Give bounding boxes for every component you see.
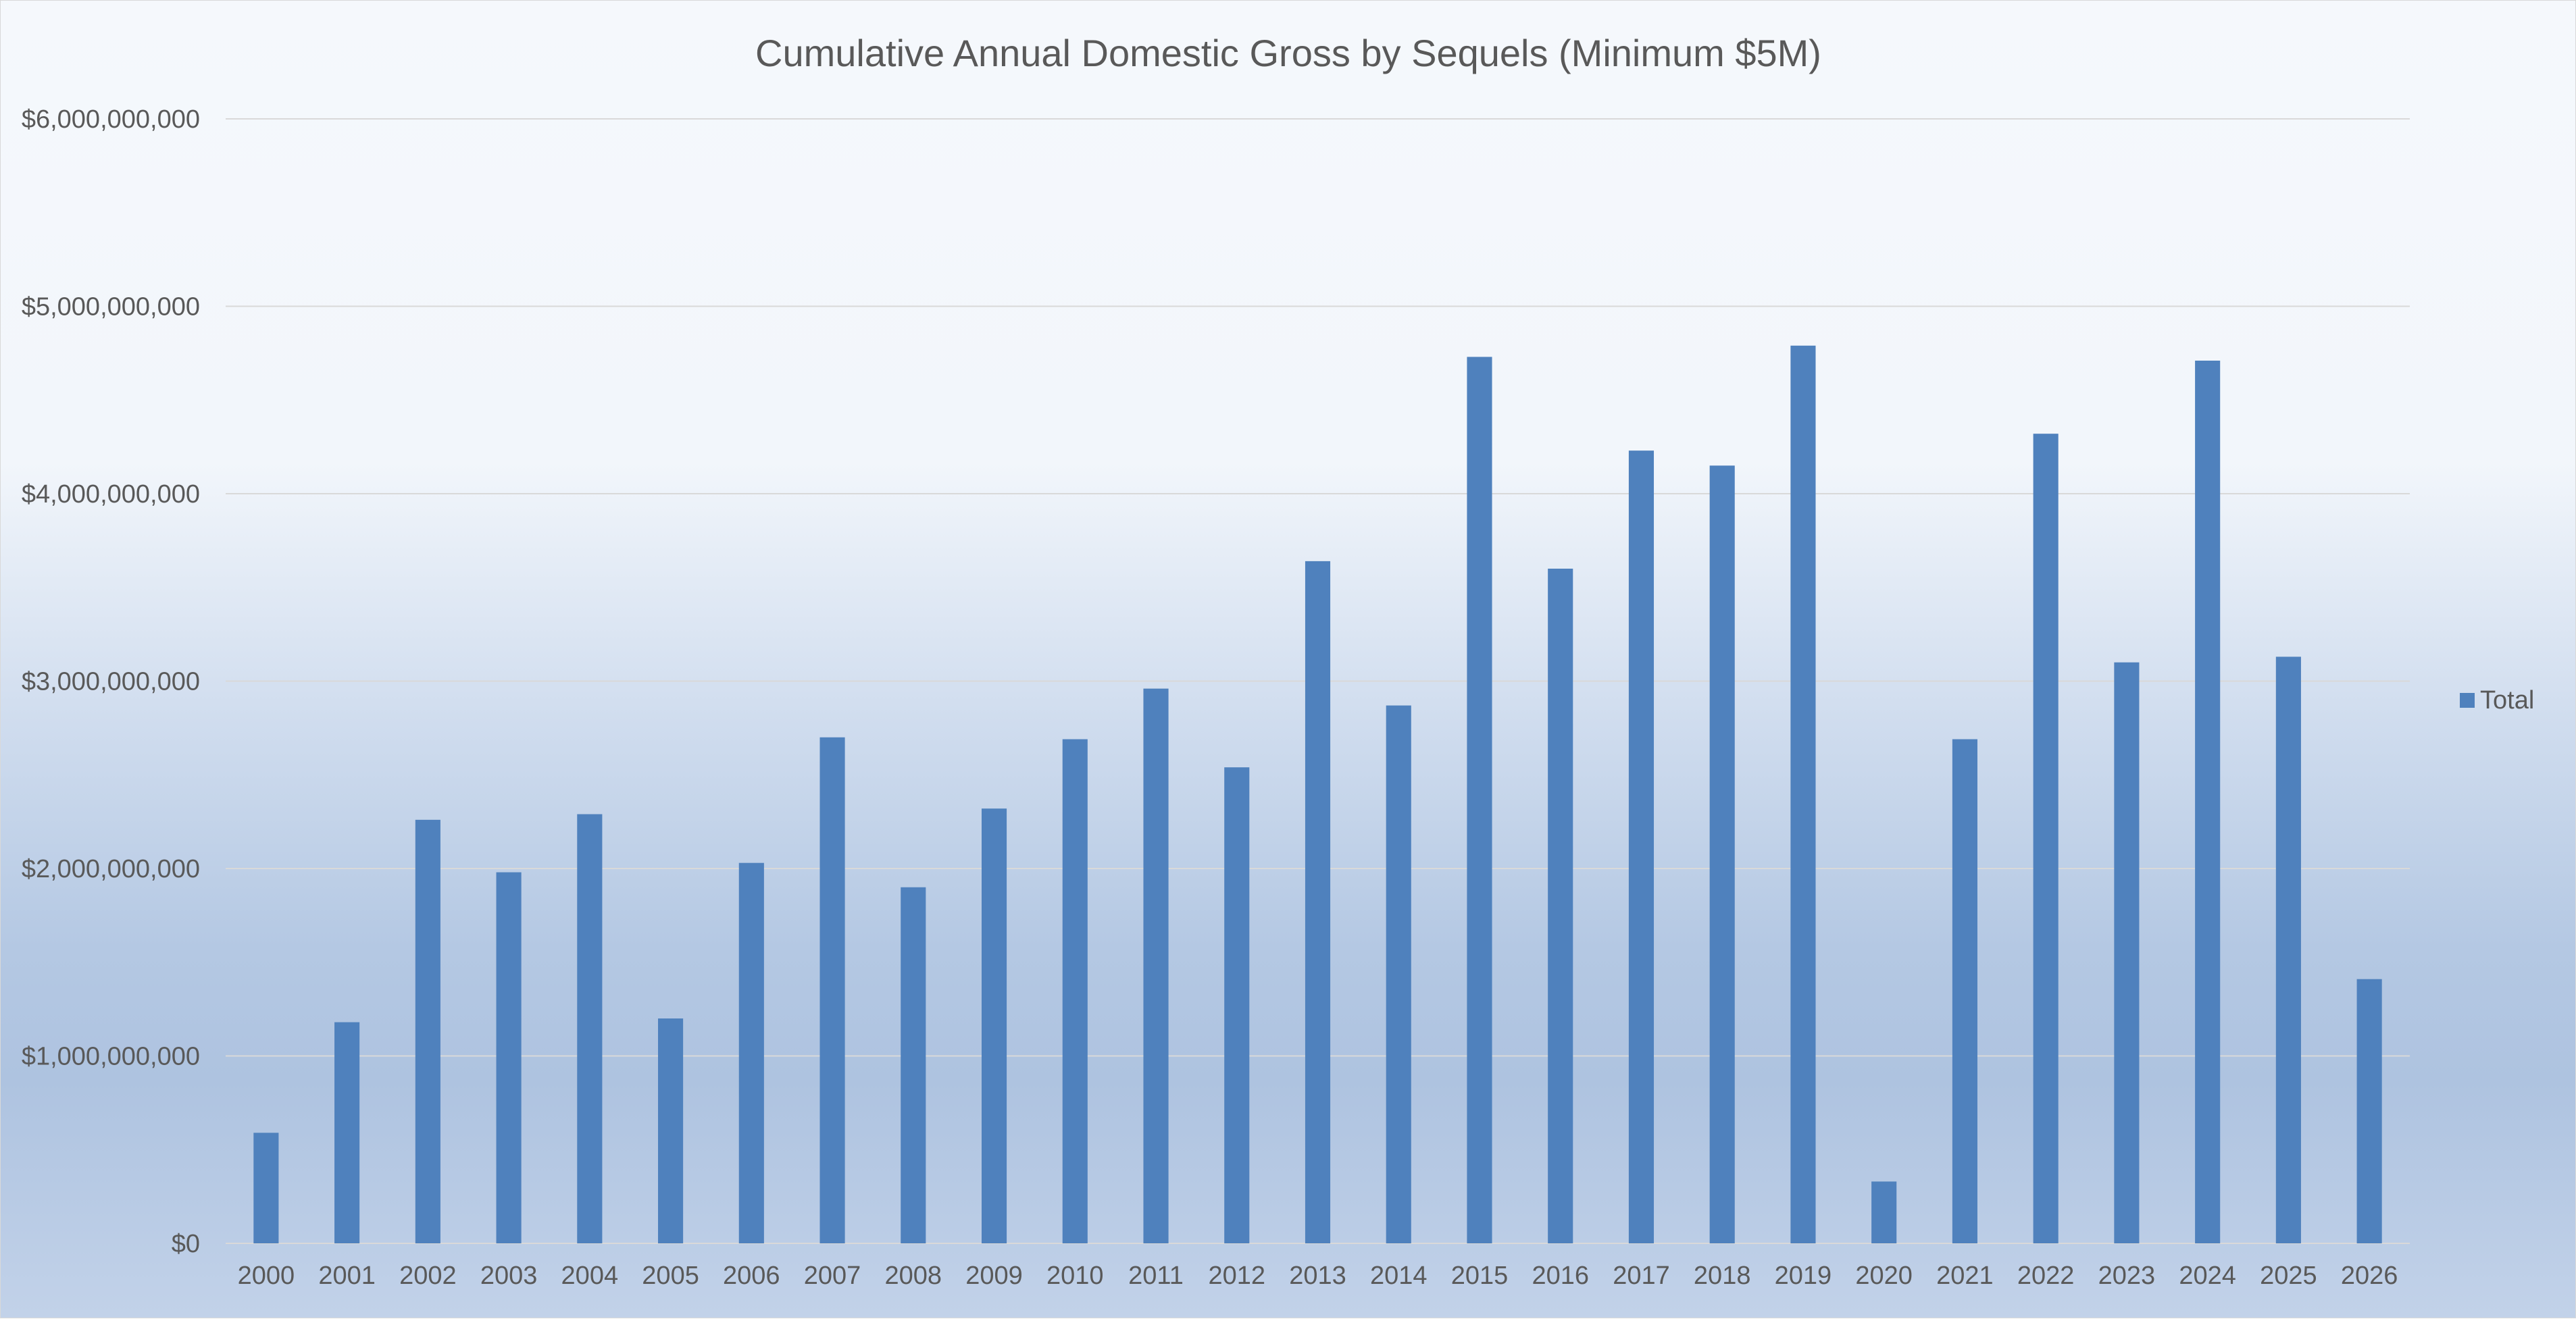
bar-2007 [819,737,845,1243]
x-tick-label: 2000 [238,1262,295,1290]
y-axis-labels: $0 $1,000,000,000 $2,000,000,000 $3,000,000… [22,105,200,1258]
bar-2015 [1467,357,1492,1243]
bar-2009 [981,808,1007,1243]
bar-2012 [1224,767,1250,1243]
y-tick-label: $5,000,000,000 [22,293,200,321]
y-tick-label: $2,000,000,000 [22,855,200,883]
bar-2016 [1548,569,1573,1243]
x-tick-label: 2020 [1855,1262,1913,1290]
y-tick-label: $0 [172,1230,200,1258]
x-tick-label: 2005 [642,1262,699,1290]
bar-2010 [1062,739,1088,1243]
bar-2004 [577,814,603,1243]
bar-2018 [1709,465,1735,1243]
x-tick-label: 2015 [1451,1262,1509,1290]
x-tick-label: 2013 [1289,1262,1346,1290]
bar-2011 [1143,688,1169,1243]
chart-title: Cumulative Annual Domestic Gross by Sequ… [755,32,1821,74]
y-tick-label: $4,000,000,000 [22,480,200,509]
x-tick-label: 2017 [1613,1262,1670,1290]
x-tick-label: 2025 [2260,1262,2317,1290]
bar-2022 [2033,434,2059,1244]
x-axis-labels: 2000 2001 2002 2003 2004 2005 2006 2007 2008 2009… [238,1262,2398,1290]
bar-2013 [1305,561,1331,1243]
bar-2014 [1386,705,1411,1243]
x-tick-label: 2011 [1128,1262,1184,1290]
x-tick-label: 2008 [885,1262,942,1290]
x-tick-label: 2023 [2098,1262,2156,1290]
bar-2019 [1790,345,1816,1243]
y-tick-label: $3,000,000,000 [22,668,200,696]
x-tick-label: 2012 [1208,1262,1265,1290]
bar-2002 [415,819,440,1243]
legend-swatch-total [2460,693,2475,708]
x-tick-label: 2006 [723,1262,780,1290]
bar-2001 [334,1022,360,1243]
x-tick-label: 2024 [2179,1262,2236,1290]
bar-2005 [658,1018,684,1243]
bar-2025 [2275,656,2301,1243]
x-tick-label: 2010 [1046,1262,1104,1290]
bar-2021 [1952,739,1977,1243]
x-tick-label: 2021 [1936,1262,1994,1290]
bar-2026 [2356,979,2382,1243]
y-tick-label: $1,000,000,000 [22,1043,200,1071]
bars [253,345,2382,1244]
bar-2008 [901,887,926,1243]
bar-2006 [738,862,764,1243]
bar-2017 [1628,450,1655,1243]
x-tick-label: 2016 [1532,1262,1589,1290]
bar-2023 [2114,662,2140,1243]
x-tick-label: 2022 [2017,1262,2075,1290]
x-tick-label: 2002 [399,1262,457,1290]
bar-2003 [496,872,522,1243]
x-tick-label: 2004 [561,1262,619,1290]
x-tick-label: 2007 [804,1262,861,1290]
bar-2000 [253,1133,279,1243]
x-tick-label: 2018 [1694,1262,1751,1290]
x-tick-label: 2026 [2341,1262,2398,1290]
bar-2020 [1871,1181,1897,1243]
x-tick-label: 2014 [1370,1262,1428,1290]
y-tick-label: $6,000,000,000 [22,105,200,134]
legend: Total [2460,686,2534,715]
bar-2024 [2195,360,2221,1243]
x-tick-label: 2019 [1775,1262,1832,1290]
legend-label-total: Total [2480,686,2534,715]
x-tick-label: 2003 [480,1262,538,1290]
x-tick-label: 2009 [965,1262,1023,1290]
x-tick-label: 2001 [318,1262,376,1290]
